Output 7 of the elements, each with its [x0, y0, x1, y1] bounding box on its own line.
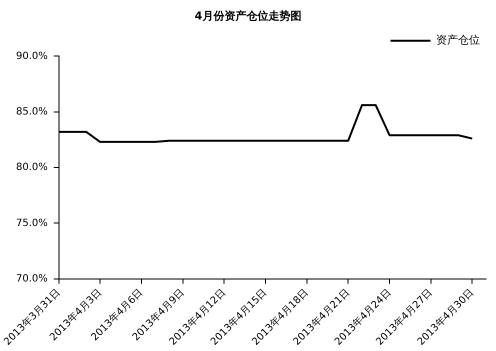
y-tick-label: 75.0%	[16, 218, 48, 229]
y-tick-label: 90.0%	[16, 50, 48, 62]
legend-label: 资产仓位	[436, 34, 480, 47]
chart-title: 4月份资产仓位走势图	[194, 9, 302, 22]
y-tick-label: 80.0%	[16, 162, 48, 174]
y-tick-label: 70.0%	[16, 273, 48, 284]
y-tick-label: 85.0%	[16, 106, 48, 118]
